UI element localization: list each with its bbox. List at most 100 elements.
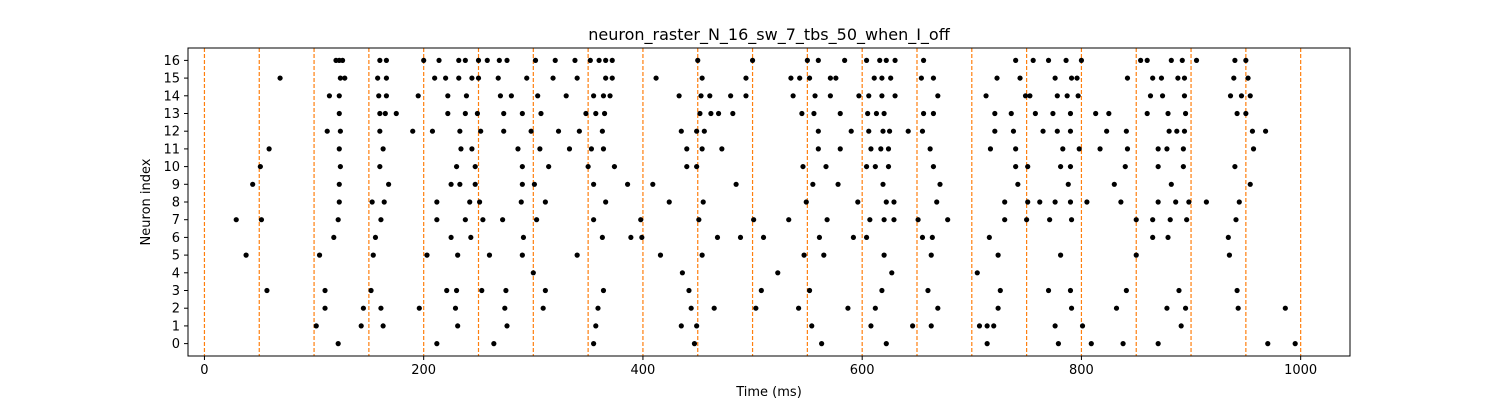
spike-point — [1144, 57, 1150, 63]
spike-point — [472, 181, 478, 187]
spike-point — [935, 305, 941, 311]
spike-point — [919, 128, 926, 134]
spike-point — [468, 234, 474, 241]
spike-point — [877, 57, 883, 63]
spike-point — [574, 75, 580, 81]
spike-point — [855, 199, 861, 205]
spike-point — [443, 75, 449, 81]
spike-point — [915, 217, 921, 223]
spike-point — [1236, 199, 1242, 205]
spike-point — [797, 75, 803, 81]
spike-point — [803, 199, 809, 205]
spike-point — [1133, 217, 1139, 223]
spike-point — [326, 93, 333, 99]
x-tick-label: 600 — [850, 363, 875, 378]
spike-point — [591, 217, 597, 223]
spike-point — [609, 75, 615, 81]
spike-point — [1013, 163, 1019, 170]
spike-point — [795, 305, 802, 311]
spike-point — [591, 93, 597, 99]
spike-point — [472, 163, 478, 170]
spike-point — [848, 128, 854, 134]
spike-point — [467, 199, 473, 205]
spike-point — [497, 93, 504, 99]
spike-point — [607, 93, 613, 99]
spike-point — [1231, 75, 1237, 81]
spike-point — [1079, 323, 1086, 329]
spike-point — [827, 75, 833, 81]
spike-point — [496, 57, 502, 63]
spike-point — [566, 146, 573, 152]
spike-point — [991, 323, 997, 329]
spike-point — [574, 252, 580, 258]
spike-point — [555, 128, 562, 134]
spike-point — [1057, 163, 1064, 170]
spike-point — [891, 199, 897, 205]
spike-point — [1174, 128, 1180, 134]
spike-point — [322, 305, 328, 311]
spike-point — [892, 93, 898, 99]
spike-point — [432, 75, 438, 81]
spike-point — [885, 163, 892, 170]
spike-point — [1047, 217, 1053, 223]
spike-point — [1155, 163, 1161, 170]
spike-point — [976, 323, 983, 329]
spike-point — [456, 75, 462, 81]
spike-point — [1233, 217, 1239, 223]
spike-point — [799, 110, 805, 117]
spike-point — [984, 341, 990, 347]
spike-point — [628, 234, 634, 241]
spike-point — [377, 110, 383, 117]
spike-point — [1067, 163, 1074, 170]
spike-point — [455, 323, 461, 329]
y-axis-label: Neuron index — [139, 158, 154, 245]
spike-point — [995, 305, 1001, 311]
spike-point — [519, 110, 525, 117]
spike-point — [1052, 75, 1058, 81]
spike-point — [376, 93, 382, 99]
spike-point — [701, 128, 707, 134]
spike-point — [1182, 305, 1189, 311]
spike-point — [1225, 234, 1231, 241]
spike-point — [987, 146, 994, 152]
spike-point — [1024, 217, 1030, 223]
spike-point — [929, 234, 935, 241]
spike-point — [1060, 146, 1066, 152]
spike-point — [1017, 75, 1023, 81]
x-axis-label: Time (ms) — [735, 385, 802, 400]
spike-point — [524, 75, 530, 81]
spike-point — [730, 110, 736, 117]
spike-point — [1078, 57, 1085, 63]
spike-point — [842, 57, 848, 63]
spike-point — [992, 128, 998, 134]
spike-point — [743, 93, 749, 99]
spike-point — [700, 199, 706, 205]
spike-point — [679, 270, 685, 276]
spike-point — [486, 252, 493, 258]
spike-point — [258, 217, 265, 223]
spike-point — [1057, 252, 1064, 258]
spike-point — [827, 93, 833, 99]
spike-point — [850, 234, 857, 241]
spike-point — [806, 75, 813, 81]
spike-point — [500, 217, 506, 223]
spike-point — [1175, 75, 1181, 81]
spike-point — [872, 163, 878, 170]
spike-point — [1008, 110, 1014, 117]
spike-point — [474, 110, 481, 117]
spike-point — [1164, 146, 1170, 152]
spike-point — [322, 287, 328, 294]
y-tick-label: 3 — [172, 284, 180, 299]
y-tick-label: 5 — [172, 249, 180, 264]
spike-point — [733, 181, 739, 187]
spike-point — [1150, 217, 1156, 223]
y-tick-label: 11 — [163, 142, 180, 157]
spike-point — [879, 287, 885, 294]
spike-point — [1040, 128, 1046, 134]
spike-point — [737, 234, 744, 241]
spike-point — [684, 163, 690, 170]
spike-point — [585, 163, 591, 170]
spike-point — [1124, 75, 1131, 81]
spike-point — [386, 181, 392, 187]
spike-point — [743, 75, 749, 81]
